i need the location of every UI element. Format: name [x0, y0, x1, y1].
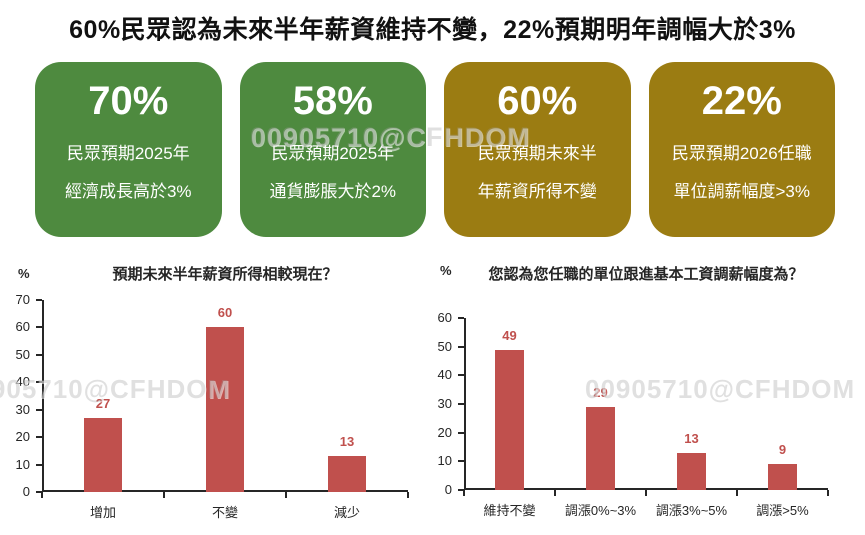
- y-tick-mark: [458, 403, 464, 405]
- y-tick-label: 20: [15, 429, 30, 445]
- bar-chart-salary-expectation: 預期未來半年薪資所得相較現在？ % 0 10 20 30 40 50 60 70 27 增加 60 不…: [0, 258, 430, 535]
- stat-value: 58%: [292, 79, 373, 123]
- y-tick-mark: [36, 299, 42, 301]
- y-tick-mark: [458, 317, 464, 319]
- x-tick-mark: [645, 490, 647, 496]
- y-tick-label: 40: [437, 367, 452, 383]
- stat-caption-line: 通貨膨脹大於2%: [269, 182, 397, 201]
- y-tick-mark: [458, 460, 464, 463]
- stat-caption-line: 經濟成長高於3%: [64, 182, 192, 201]
- stat-value: 70%: [88, 79, 169, 123]
- x-tick-mark: [163, 492, 165, 498]
- y-axis-unit-label: %: [440, 263, 452, 278]
- y-tick-mark: [36, 408, 42, 411]
- y-tick-mark: [36, 326, 42, 329]
- bar-value-label: 49: [502, 327, 517, 343]
- bar: [495, 349, 524, 490]
- y-tick-label: 0: [444, 482, 452, 497]
- x-category-label: 調漲>5%: [756, 503, 809, 518]
- stat-caption-line: 單位調薪幅度>3%: [673, 182, 811, 201]
- chart-title: 您認為您任職的單位跟進基本工資調薪幅度為？: [488, 266, 804, 283]
- stat-value: 60%: [497, 79, 578, 123]
- y-tick-label: 0: [22, 484, 30, 499]
- x-category-label: 調漲3%~5%: [655, 503, 728, 518]
- bar-value-label: 13: [684, 430, 699, 446]
- chart-title: 預期未來半年薪資所得相較現在？: [112, 266, 338, 283]
- y-tick-label: 10: [15, 456, 30, 472]
- bar: [768, 464, 797, 490]
- bar-value-label: 27: [95, 395, 111, 411]
- y-tick-label: 20: [437, 424, 452, 440]
- y-tick-label: 40: [15, 374, 30, 390]
- y-tick-mark: [458, 489, 464, 491]
- bar: [586, 406, 615, 490]
- y-tick-mark: [36, 491, 42, 493]
- stat-cards-row: 70% 民眾預期2025年 經濟成長高於3% 58% 民眾預期2025年 通貨膨…: [35, 62, 835, 237]
- bar: [328, 456, 366, 492]
- stat-card-economy: 70% 民眾預期2025年 經濟成長高於3%: [35, 62, 222, 237]
- x-tick-mark: [407, 492, 409, 498]
- stat-caption-line: 民眾預期2025年: [271, 144, 395, 163]
- y-tick-label: 70: [15, 292, 30, 307]
- bar-chart-wage-adjustment: 您認為您任職的單位跟進基本工資調薪幅度為？ % 0 10 20 30 40 50 60 49 維…: [430, 258, 865, 535]
- stat-caption-line: 民眾預期未來半: [477, 144, 597, 163]
- charts-row: 預期未來半年薪資所得相較現在？ % 0 10 20 30 40 50 60 70 27 增加 60 不…: [0, 258, 865, 535]
- y-tick-mark: [458, 431, 464, 434]
- x-tick-mark: [554, 490, 556, 496]
- x-category-label: 減少: [333, 505, 360, 520]
- x-tick-mark: [285, 492, 287, 498]
- y-tick-label: 60: [15, 319, 30, 335]
- y-tick-mark: [36, 353, 42, 356]
- page-title: 60%民眾認為未來半年薪資維持不變，22%預期明年調幅大於3%: [69, 16, 796, 44]
- bar: [84, 417, 122, 492]
- bar-value-label: 60: [217, 305, 233, 321]
- bar: [677, 452, 706, 490]
- x-tick-mark: [41, 492, 43, 498]
- bar-value-label: 13: [339, 434, 355, 450]
- x-tick-mark: [463, 490, 465, 496]
- y-axis-unit-label: %: [18, 266, 30, 281]
- stat-card-raise-2026: 22% 民眾預期2026任職 單位調薪幅度>3%: [648, 62, 835, 237]
- y-tick-label: 30: [437, 396, 452, 411]
- x-tick-mark: [736, 490, 738, 496]
- bar-value-label: 9: [778, 442, 787, 458]
- y-tick-label: 30: [15, 401, 30, 417]
- x-category-label: 調漲0%~3%: [564, 503, 637, 518]
- y-tick-mark: [36, 463, 42, 466]
- stat-card-salary-unchanged: 60% 民眾預期未來半 年薪資所得不變: [444, 62, 631, 237]
- y-tick-label: 50: [437, 338, 452, 354]
- stat-caption-line: 年薪資所得不變: [477, 182, 597, 201]
- x-category-label: 不變: [211, 505, 238, 520]
- stat-value: 22%: [701, 79, 782, 123]
- y-tick-mark: [36, 436, 42, 439]
- bar: [206, 327, 244, 492]
- stat-caption-line: 民眾預期2026任職: [671, 144, 812, 163]
- bar-value-label: 29: [593, 384, 608, 400]
- y-tick-label: 60: [437, 310, 452, 325]
- y-tick-mark: [36, 381, 42, 384]
- x-category-label: 維持不變: [483, 503, 536, 518]
- x-tick-mark: [827, 490, 829, 496]
- y-tick-mark: [458, 374, 464, 377]
- stat-caption-line: 民眾預期2025年: [66, 144, 190, 163]
- x-category-label: 增加: [89, 505, 116, 520]
- y-tick-label: 10: [437, 453, 452, 469]
- stat-card-inflation: 58% 民眾預期2025年 通貨膨脹大於2%: [239, 62, 426, 237]
- y-tick-label: 50: [15, 346, 30, 362]
- y-tick-mark: [458, 345, 464, 348]
- plot-area: [464, 318, 828, 490]
